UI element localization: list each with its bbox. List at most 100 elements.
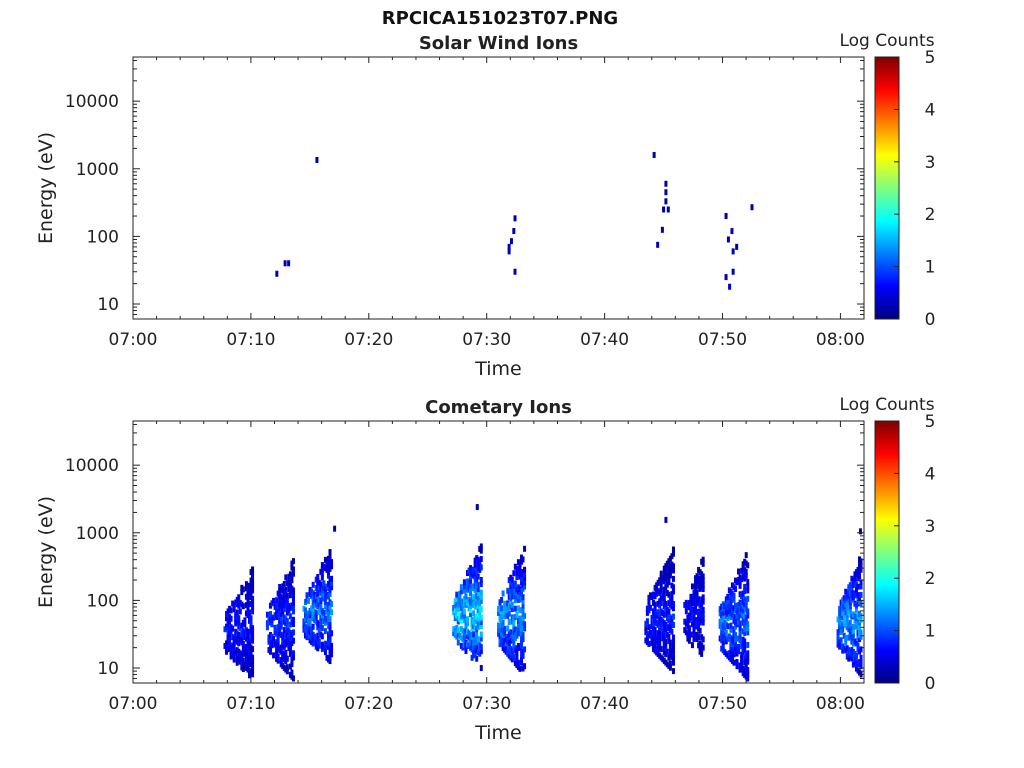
data-pixel xyxy=(247,601,251,608)
data-pixel xyxy=(281,595,285,602)
data-pixel xyxy=(683,618,687,625)
data-pixel xyxy=(459,642,463,649)
data-pixel xyxy=(694,617,698,624)
data-pixel xyxy=(288,642,292,649)
data-pixel xyxy=(732,659,736,666)
data-pixel xyxy=(501,640,505,647)
data-pixel xyxy=(469,577,473,584)
data-pixel xyxy=(724,596,728,603)
data-pixel xyxy=(518,665,522,672)
data-pixel xyxy=(512,645,516,652)
data-pixel xyxy=(686,635,690,642)
data-pixel xyxy=(730,653,734,660)
data-pixel xyxy=(291,604,295,611)
data-pixel xyxy=(476,590,480,597)
data-pixel xyxy=(667,616,671,623)
data-pixel xyxy=(282,664,286,671)
data-pixel xyxy=(302,622,306,629)
data-pixel xyxy=(727,633,731,640)
data-pixel xyxy=(249,581,253,588)
data-pixel xyxy=(667,608,671,615)
data-pixel xyxy=(856,575,860,582)
data-pixel xyxy=(512,637,516,644)
data-pixel xyxy=(459,617,463,624)
data-pixel xyxy=(743,671,747,678)
data-pixel xyxy=(469,569,473,576)
data-pixel xyxy=(284,620,288,627)
data-pixel xyxy=(241,586,245,593)
data-pixel xyxy=(516,567,520,574)
data-pixel xyxy=(311,611,315,618)
data-pixel xyxy=(270,638,274,645)
data-pixel xyxy=(498,616,502,623)
data-pixel xyxy=(282,643,286,650)
data-pixel xyxy=(668,622,672,629)
x-tick-label: 08:00 xyxy=(816,694,865,714)
data-pixel xyxy=(847,622,851,629)
data-pixel xyxy=(521,623,525,630)
data-pixel xyxy=(237,657,241,664)
data-pixel xyxy=(288,579,292,586)
data-pixel xyxy=(659,608,663,615)
data-pixel xyxy=(726,593,730,600)
data-pixel xyxy=(662,641,666,648)
data-pixel xyxy=(237,619,241,626)
data-pixel xyxy=(328,632,332,639)
data-pixel xyxy=(465,641,469,648)
data-pixel xyxy=(326,560,330,567)
data-pixel xyxy=(247,672,251,679)
data-pixel xyxy=(275,601,279,608)
data-pixel xyxy=(275,639,279,646)
data-pixel xyxy=(854,665,858,672)
data-pixel xyxy=(662,649,666,656)
data-pixel xyxy=(469,640,473,647)
data-pixel xyxy=(308,633,312,640)
data-pixel xyxy=(726,652,730,659)
data-pixel xyxy=(473,624,477,631)
data-pixel xyxy=(275,609,279,616)
data-pixel xyxy=(516,617,520,624)
data-pixel xyxy=(513,215,517,222)
data-pixel xyxy=(744,615,748,622)
data-pixel xyxy=(744,573,748,580)
data-pixel xyxy=(249,669,253,676)
data-pixel xyxy=(244,656,248,663)
data-pixel xyxy=(305,617,309,624)
data-pixel xyxy=(667,574,671,581)
data-pixel xyxy=(513,588,517,595)
data-pixel xyxy=(498,636,502,643)
data-pixel xyxy=(665,623,669,630)
data-pixel xyxy=(276,624,280,631)
data-pixel xyxy=(288,613,292,620)
data-pixel xyxy=(521,610,525,617)
data-pixel xyxy=(319,602,323,609)
data-pixel xyxy=(507,631,511,638)
data-pixel xyxy=(647,607,651,614)
data-pixel xyxy=(645,609,649,616)
data-pixel xyxy=(473,637,477,644)
data-pixel xyxy=(229,649,233,656)
data-pixel xyxy=(290,577,294,584)
data-pixel xyxy=(278,646,282,653)
data-pixel xyxy=(224,615,228,622)
data-pixel xyxy=(328,561,332,568)
data-pixel xyxy=(452,625,456,632)
data-pixel xyxy=(509,654,513,661)
data-pixel xyxy=(325,617,329,624)
data-pixel xyxy=(278,625,282,632)
data-pixel xyxy=(276,657,280,664)
data-pixel xyxy=(743,621,747,628)
data-pixel xyxy=(697,621,701,628)
data-pixel xyxy=(243,646,247,653)
data-pixel xyxy=(523,575,527,582)
data-pixel xyxy=(247,613,251,620)
data-pixel xyxy=(665,610,669,617)
data-pixel xyxy=(844,634,848,641)
data-pixel xyxy=(473,586,477,593)
data-pixel xyxy=(521,615,525,622)
data-pixel xyxy=(726,610,730,617)
data-pixel xyxy=(662,624,666,631)
data-pixel xyxy=(746,608,750,615)
data-pixel xyxy=(476,636,480,643)
data-pixel xyxy=(244,581,248,588)
